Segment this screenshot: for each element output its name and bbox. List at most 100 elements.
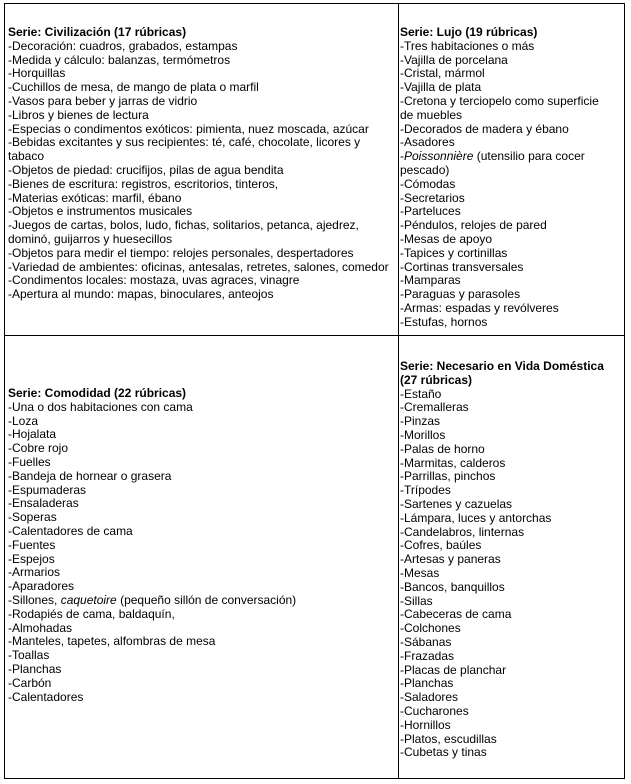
- item-text: -Asadores: [400, 135, 455, 150]
- item-text: -Horquillas: [8, 66, 66, 81]
- list-item: -Sillones, caquetoire (pequeño sillón de…: [8, 592, 390, 608]
- series-table: [4, 3, 625, 779]
- list-item: -Libros y bienes de lectura: [8, 107, 390, 123]
- list-item: -Ensaladeras: [8, 496, 390, 511]
- list-item: -Estufas, hornos: [400, 315, 615, 330]
- list-item: -Medida y cálculo: balanzas, termómetros: [8, 53, 390, 68]
- item-text: -Armas: espadas y revólveres: [400, 300, 559, 315]
- list-item: -Bienes de escritura: registros, escrito…: [8, 177, 390, 192]
- list-item: -Bandeja de hornear o grasera: [8, 469, 390, 484]
- list-item: -Vasos para beber y jarras de vidrio: [8, 93, 390, 109]
- list-item: -Decoración: cuadros, grabados, estampas: [8, 39, 390, 54]
- item-text: -Toallas: [8, 648, 50, 663]
- item-text: -Armarios: [8, 565, 61, 580]
- item-text: -Fuentes: [8, 537, 56, 552]
- list-item: -Planchas: [400, 676, 615, 691]
- item-text: -Libros y bienes de lectura: [8, 107, 149, 122]
- list-item: -Aparadores: [8, 579, 390, 594]
- item-text: -Estaño: [400, 386, 442, 401]
- item-text: -Paraguas y parasoles: [400, 287, 521, 302]
- list-item: -Sábanas: [400, 634, 615, 650]
- italic-term: caquetoire: [60, 592, 117, 607]
- item-text: -Calentadores: [8, 689, 84, 704]
- list-item: -Cofres, baúles: [400, 538, 615, 553]
- item-text: -Cubetas y tinas: [400, 745, 487, 760]
- item-text: -Soperas: [8, 510, 57, 525]
- item-text: -Juegos de cartas, bolos, ludo, fichas, …: [8, 218, 359, 246]
- item-text: -Trípodes: [400, 483, 451, 498]
- list-item: -Espumaderas: [8, 483, 390, 498]
- list-item: -Cortinas transversales: [400, 260, 615, 275]
- list-item: -Armarios: [8, 565, 390, 580]
- list-item: -Una o dos habitaciones con cama: [8, 400, 390, 415]
- item-text: -Artesas y paneras: [400, 552, 501, 567]
- item-text: -Espejos: [8, 551, 55, 566]
- item-text: -Morillos: [400, 427, 446, 442]
- item-text: -Vajilla de porcelana: [400, 52, 508, 67]
- list-item: -Rodapiés de cama, baldaquín,: [8, 606, 390, 622]
- list-item: -Mesas: [400, 566, 615, 581]
- item-text: -Sartenes y cazuelas: [400, 496, 513, 511]
- list-item: -Vajilla de plata: [400, 80, 615, 95]
- item-text: -Cabeceras de cama: [400, 607, 512, 622]
- list-item: -Saladores: [400, 690, 615, 705]
- list-item: -Planchas: [8, 661, 390, 677]
- list-item: -Objetos de piedad: crucifijos, pilas de…: [8, 163, 390, 178]
- item-text: -Sillones,: [8, 592, 61, 607]
- item-text: -Bancos, banquillos: [400, 579, 505, 594]
- list-item: -Mamparas: [400, 273, 615, 288]
- item-text: -Planchas: [400, 676, 454, 691]
- list-item: -Palas de horno: [400, 442, 615, 457]
- list-item: -Cretona y terciopelo como superficie de…: [400, 93, 615, 123]
- cell-lujo: Serie: Lujo (19 rúbricas) -Tres habitacio…: [400, 25, 615, 330]
- item-text: -Cristal, mármol: [400, 66, 485, 81]
- list-item: -Poissonnière (utensilio para cocer pesc…: [400, 149, 615, 178]
- list-item: -Calentadores de cama: [8, 524, 390, 539]
- list-item: -Asadores: [400, 135, 615, 150]
- list-item: -Morillos: [400, 427, 615, 443]
- item-text: -Objetos para medir el tiempo: relojes p…: [8, 245, 354, 260]
- list-item: -Almohadas: [8, 621, 390, 636]
- list-item: -Mesas de apoyo: [400, 232, 615, 247]
- item-text: (utensilio para cocer pescado): [400, 149, 585, 177]
- list-item: -Cabeceras de cama: [400, 607, 615, 622]
- column-divider: [398, 4, 399, 778]
- list-item: -Parteluces: [400, 204, 615, 219]
- item-text: -Secretarios: [400, 190, 465, 205]
- item-text: -Carbón: [8, 675, 52, 690]
- list-item: -Cómodas: [400, 176, 615, 192]
- item-text: -Cómodas: [400, 176, 456, 191]
- list-item: -Sartenes y cazuelas: [400, 496, 615, 512]
- row-divider: [5, 335, 624, 336]
- item-text: -Parrillas, pinchos: [400, 469, 496, 484]
- item-text: -Especias o condimentos exóticos: pimien…: [8, 121, 369, 136]
- item-text: -Cretona y terciopelo como superficie de…: [400, 93, 599, 122]
- item-text: -Planchas: [8, 661, 62, 676]
- italic-term: Poissonnière: [404, 149, 474, 164]
- item-text: -Placas de planchar: [400, 662, 507, 677]
- item-text: -Rodapiés de cama, baldaquín,: [8, 606, 175, 621]
- item-text: (pequeño sillón de conversación): [116, 592, 297, 607]
- item-text: -Objetos e instrumentos musicales: [8, 204, 193, 219]
- list-item: -Placas de planchar: [400, 662, 615, 678]
- item-text: -Frazadas: [400, 648, 455, 663]
- list-item: -Bancos, banquillos: [400, 579, 615, 595]
- item-text: -Saladores: [400, 690, 459, 705]
- cell-necesario: Serie: Necesario en Vida Doméstica (27 r…: [400, 359, 615, 760]
- list-item: -Especias o condimentos exóticos: pimien…: [8, 121, 390, 137]
- list-item: -Hornillos: [400, 718, 615, 733]
- item-text: -Vasos para beber y jarras de vidrio: [8, 93, 198, 108]
- list-item: -Hojalata: [8, 427, 390, 442]
- item-text: -Condimentos locales: mostaza, uvas agra…: [8, 273, 300, 288]
- list-item: -Cristal, mármol: [400, 66, 615, 81]
- item-text: -Sábanas: [400, 634, 452, 649]
- list-item: -Variedad de ambientes: oficinas, antesa…: [8, 260, 390, 275]
- item-text: -Lámpara, luces y antorchas: [400, 510, 552, 525]
- list-item: -Decorados de madera y ébano: [400, 122, 615, 137]
- list-item: -Péndulos, relojes de pared: [400, 218, 615, 233]
- list-item: -Artesas y paneras: [400, 552, 615, 567]
- item-text: -: [400, 149, 404, 164]
- item-text: -Manteles, tapetes, alfombras de mesa: [8, 634, 216, 649]
- list-item: -Soperas: [8, 510, 390, 525]
- list-item: -Armas: espadas y revólveres: [400, 300, 615, 316]
